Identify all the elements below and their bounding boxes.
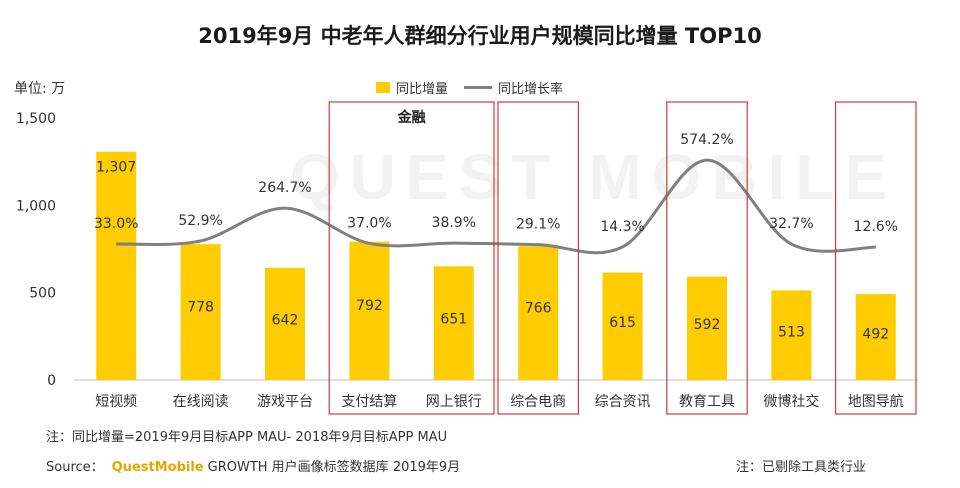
growth-rate-label: 37.0%: [347, 215, 391, 231]
growth-rate-line: [116, 158, 876, 255]
bar: [180, 244, 221, 380]
growth-rate-label: 52.9%: [178, 213, 222, 229]
bar-value-label: 778: [187, 299, 214, 315]
growth-rate-label: 33.0%: [94, 216, 138, 232]
bar: [349, 241, 390, 380]
growth-rate-label: 29.1%: [516, 217, 560, 233]
bar-value-label: 592: [694, 317, 721, 333]
growth-rate-label: 38.9%: [432, 215, 476, 231]
x-tick-label: 教育工具: [679, 394, 735, 410]
note-right: 注：已剔除工具类行业: [736, 460, 867, 475]
highlight-box: [834, 101, 917, 415]
chart-title: 2019年9月 中老年人群细分行业用户规模同比增量 TOP10: [198, 24, 762, 48]
highlight-group-label: 金融: [397, 109, 426, 126]
y-tick-label: 1,000: [16, 198, 56, 214]
bar-value-label: 615: [609, 315, 636, 331]
x-tick-label: 支付结算: [341, 394, 397, 410]
legend-bar-swatch: [376, 82, 390, 93]
bar-value-label: 766: [525, 300, 552, 316]
legend: 同比增量 同比增长率: [376, 78, 563, 97]
footnote: 注：同比增量=2019年9月目标APP MAU- 2018年9月目标APP MA…: [46, 430, 448, 445]
y-tick-label: 0: [47, 373, 56, 389]
x-tick-label: 网上银行: [426, 394, 482, 410]
bar: [602, 272, 643, 380]
x-tick-label: 短视频: [95, 394, 137, 410]
highlight-box: [666, 101, 748, 415]
source-prefix: Source：: [46, 460, 104, 475]
source-brand: QuestMobile: [111, 460, 204, 475]
bar-value-label: 1,307: [96, 160, 136, 176]
bar-value-label: 492: [862, 327, 889, 343]
bar-value-label: 642: [272, 312, 299, 328]
y-tick-label: 1,500: [16, 111, 56, 127]
bar-value-label: 792: [356, 298, 383, 314]
bar: [265, 267, 305, 380]
x-tick-label: 在线阅读: [173, 393, 229, 410]
watermark: QUEST MOBILE: [290, 141, 898, 213]
bar: [433, 266, 474, 380]
x-tick-label: 综合电商: [510, 394, 566, 410]
legend-line-swatch: [464, 86, 493, 89]
bar-value-label: 651: [440, 311, 467, 327]
bar: [771, 290, 812, 380]
bar: [855, 294, 896, 380]
bar: [96, 151, 137, 380]
x-tick-label: 综合资讯: [595, 394, 651, 410]
y-tick-label: 500: [29, 286, 56, 302]
y-axis-unit-label: 单位: 万: [14, 81, 66, 97]
highlight-box: [497, 101, 580, 415]
source-line: Source： QuestMobile GROWTH 用户画像标签数据库 2019年…: [46, 456, 460, 475]
bar: [518, 246, 559, 380]
x-tick-label: 微博社交: [763, 393, 819, 410]
growth-rate-label: 12.6%: [854, 219, 898, 235]
bar-value-label: 513: [778, 325, 805, 341]
source-text: GROWTH 用户画像标签数据库 2019年9月: [207, 460, 461, 475]
legend-line-label: 同比增长率: [498, 82, 564, 97]
growth-rate-label: 32.7%: [769, 216, 813, 232]
growth-rate-label: 574.2%: [680, 132, 733, 148]
growth-rate-label: 14.3%: [600, 219, 644, 235]
highlight-box: [328, 101, 495, 415]
growth-rate-label: 264.7%: [258, 180, 311, 196]
legend-bar-label: 同比增量: [396, 82, 449, 97]
bar: [687, 276, 727, 380]
x-tick-label: 地图导航: [848, 394, 904, 410]
x-tick-label: 游戏平台: [257, 394, 313, 410]
